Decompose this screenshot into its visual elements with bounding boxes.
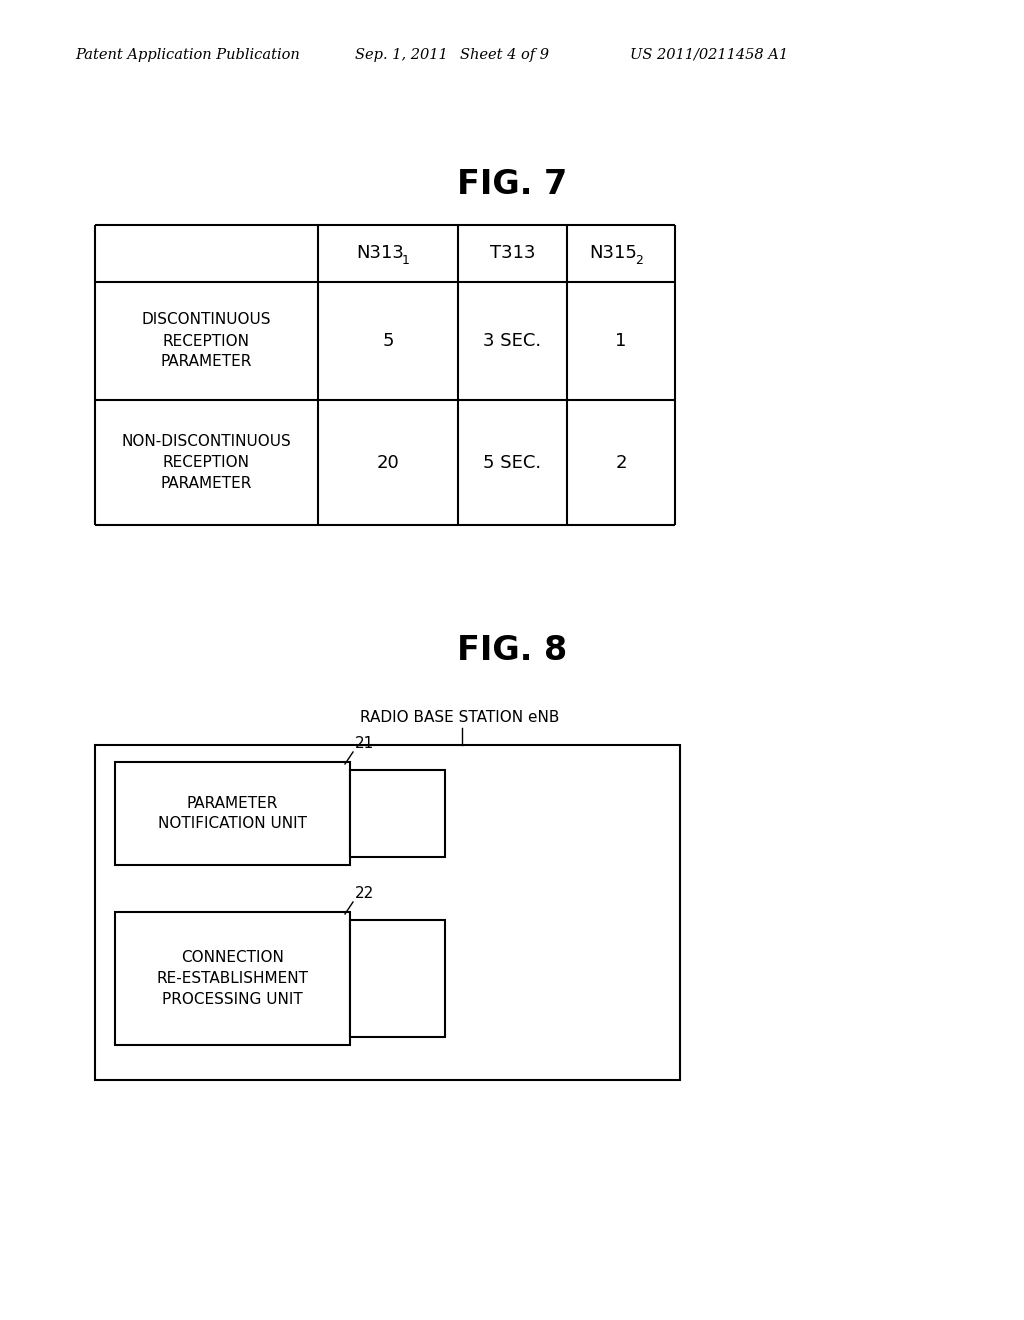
Text: DISCONTINUOUS
RECEPTION
PARAMETER: DISCONTINUOUS RECEPTION PARAMETER <box>141 313 271 370</box>
Text: T313: T313 <box>489 244 536 263</box>
Text: 2: 2 <box>635 253 643 267</box>
Text: 20: 20 <box>377 454 399 471</box>
Bar <box>350 770 445 857</box>
Text: N313: N313 <box>356 244 403 263</box>
Bar <box>115 912 350 1045</box>
Text: FIG. 8: FIG. 8 <box>457 634 567 667</box>
Bar <box>350 920 445 1038</box>
Text: 2: 2 <box>615 454 627 471</box>
Text: RADIO BASE STATION eNB: RADIO BASE STATION eNB <box>360 710 560 726</box>
Text: Sep. 1, 2011: Sep. 1, 2011 <box>355 48 447 62</box>
Text: FIG. 7: FIG. 7 <box>457 169 567 202</box>
Text: N315: N315 <box>589 244 637 263</box>
Text: Sheet 4 of 9: Sheet 4 of 9 <box>460 48 549 62</box>
Text: 1: 1 <box>615 333 627 350</box>
Text: 5 SEC.: 5 SEC. <box>483 454 542 471</box>
Text: 22: 22 <box>355 887 374 902</box>
Bar <box>115 762 350 865</box>
Text: 5: 5 <box>382 333 394 350</box>
Bar <box>95 744 680 1080</box>
Text: 3 SEC.: 3 SEC. <box>483 333 542 350</box>
Text: 1: 1 <box>402 253 410 267</box>
Text: PARAMETER
NOTIFICATION UNIT: PARAMETER NOTIFICATION UNIT <box>158 796 307 832</box>
Text: 21: 21 <box>355 737 374 751</box>
Text: US 2011/0211458 A1: US 2011/0211458 A1 <box>630 48 788 62</box>
Text: Patent Application Publication: Patent Application Publication <box>75 48 300 62</box>
Text: CONNECTION
RE-ESTABLISHMENT
PROCESSING UNIT: CONNECTION RE-ESTABLISHMENT PROCESSING U… <box>157 950 308 1007</box>
Text: NON-DISCONTINUOUS
RECEPTION
PARAMETER: NON-DISCONTINUOUS RECEPTION PARAMETER <box>122 434 292 491</box>
